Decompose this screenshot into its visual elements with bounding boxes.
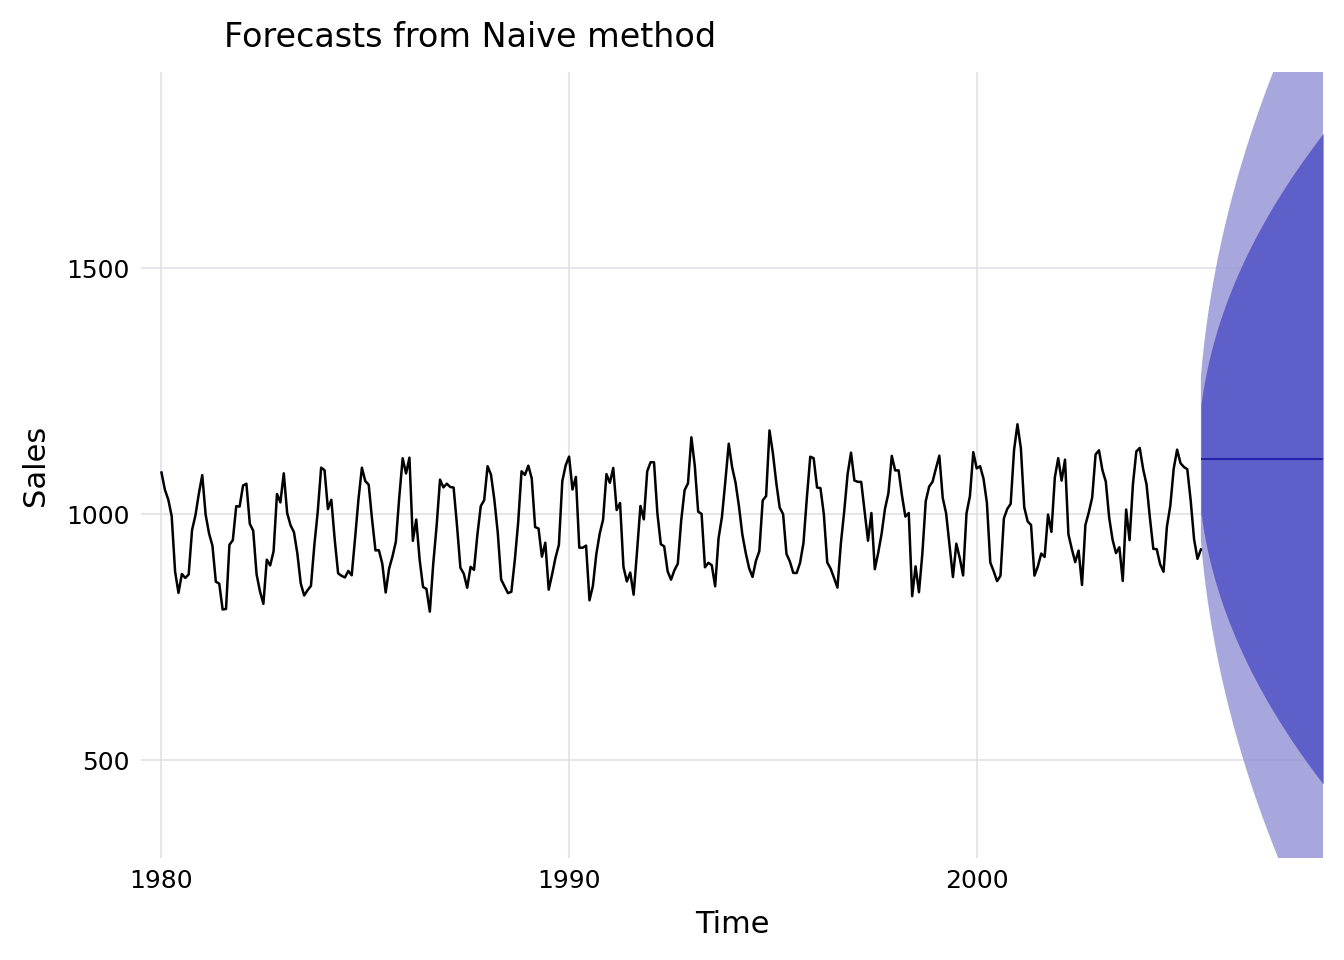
Text: Forecasts from Naive method: Forecasts from Naive method: [224, 21, 716, 54]
X-axis label: Time: Time: [695, 910, 769, 939]
Y-axis label: Sales: Sales: [22, 424, 50, 506]
